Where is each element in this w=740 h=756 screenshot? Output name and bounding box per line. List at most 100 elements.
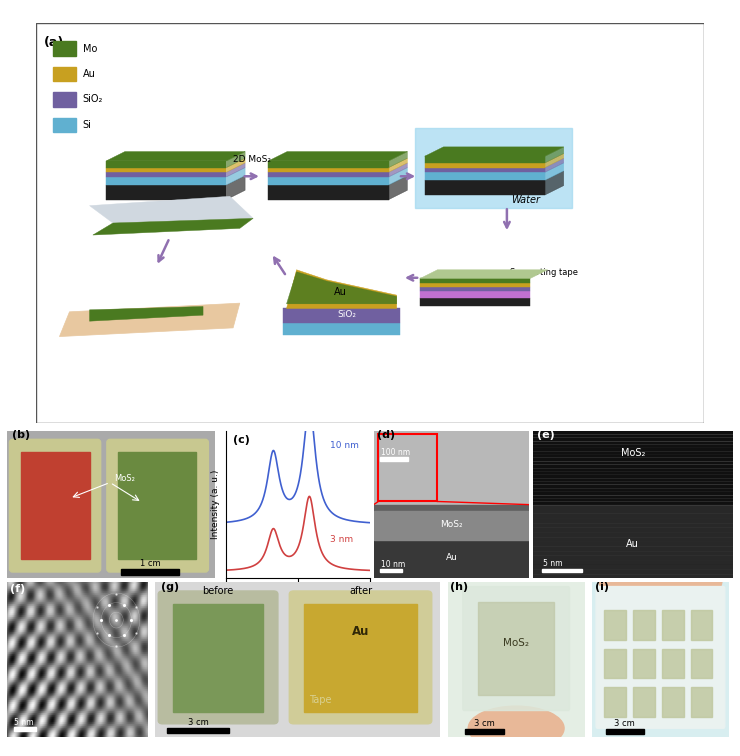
- Bar: [420, 284, 531, 287]
- Text: SiO₂: SiO₂: [83, 94, 103, 104]
- Text: 10 nm: 10 nm: [329, 442, 358, 451]
- Polygon shape: [545, 171, 564, 195]
- Text: 10 nm: 10 nm: [380, 559, 405, 569]
- Text: 3 cm: 3 cm: [474, 719, 495, 727]
- Bar: [425, 168, 545, 172]
- Bar: [542, 569, 582, 572]
- Bar: [690, 649, 713, 678]
- Polygon shape: [226, 151, 245, 168]
- Polygon shape: [545, 153, 564, 168]
- Text: Au: Au: [334, 287, 346, 297]
- Bar: [374, 511, 529, 541]
- Polygon shape: [420, 270, 548, 278]
- Text: 5 nm: 5 nm: [15, 717, 34, 727]
- Text: Au: Au: [352, 625, 369, 638]
- Bar: [605, 610, 626, 640]
- Bar: [53, 117, 76, 132]
- Bar: [425, 156, 545, 163]
- Bar: [283, 324, 400, 335]
- Bar: [304, 604, 417, 711]
- Bar: [107, 185, 226, 200]
- Text: Au: Au: [626, 539, 639, 549]
- Bar: [380, 569, 402, 572]
- Bar: [420, 291, 531, 298]
- Text: after: after: [349, 587, 372, 596]
- Text: 2D MoS₂: 2D MoS₂: [233, 154, 271, 163]
- Bar: [633, 610, 655, 640]
- Text: (f): (f): [10, 584, 25, 594]
- Text: 5 nm: 5 nm: [543, 559, 562, 568]
- Polygon shape: [107, 151, 245, 161]
- Text: before: before: [203, 587, 234, 596]
- Text: MoS₂: MoS₂: [114, 475, 135, 484]
- Text: Mo: Mo: [83, 44, 97, 54]
- Polygon shape: [388, 163, 408, 177]
- Ellipse shape: [468, 706, 564, 751]
- FancyBboxPatch shape: [596, 587, 724, 728]
- Polygon shape: [425, 147, 564, 156]
- Bar: [107, 161, 226, 168]
- Text: 3 nm: 3 nm: [329, 535, 353, 544]
- Text: SiO₂: SiO₂: [337, 310, 356, 319]
- Text: (d): (d): [377, 430, 395, 440]
- Polygon shape: [226, 168, 245, 185]
- Bar: [690, 687, 713, 717]
- Text: (g): (g): [161, 582, 179, 592]
- Polygon shape: [388, 168, 408, 185]
- Text: (c): (c): [233, 435, 250, 445]
- Bar: [425, 172, 545, 180]
- Text: 1 cm: 1 cm: [140, 559, 161, 568]
- Polygon shape: [269, 151, 408, 161]
- Bar: [374, 431, 529, 505]
- Bar: [378, 434, 437, 501]
- Polygon shape: [226, 175, 245, 200]
- Bar: [662, 649, 684, 678]
- Polygon shape: [90, 197, 253, 223]
- Y-axis label: Intensity (a. u.): Intensity (a. u.): [211, 470, 220, 539]
- Polygon shape: [388, 158, 408, 172]
- Bar: [420, 298, 531, 306]
- Polygon shape: [545, 158, 564, 172]
- Bar: [107, 177, 226, 185]
- Bar: [425, 180, 545, 195]
- Bar: [425, 163, 545, 168]
- Bar: [374, 541, 529, 578]
- Text: Si: Si: [83, 120, 92, 130]
- Text: (a): (a): [44, 36, 64, 49]
- Text: (b): (b): [12, 430, 30, 440]
- Text: Au: Au: [445, 553, 457, 562]
- Bar: [21, 452, 90, 559]
- FancyBboxPatch shape: [158, 591, 278, 723]
- Bar: [633, 649, 655, 678]
- Text: 3 cm: 3 cm: [614, 719, 635, 727]
- X-axis label: Wavenumber (cm⁻¹): Wavenumber (cm⁻¹): [252, 603, 344, 612]
- Text: MoS₂: MoS₂: [503, 638, 529, 649]
- Text: (h): (h): [451, 582, 468, 592]
- Bar: [107, 168, 226, 172]
- Bar: [414, 129, 572, 209]
- Text: Water: Water: [511, 195, 540, 205]
- Polygon shape: [286, 271, 397, 304]
- Bar: [374, 505, 529, 578]
- Text: Au: Au: [83, 69, 95, 79]
- Polygon shape: [59, 303, 240, 336]
- Bar: [166, 728, 229, 733]
- Bar: [633, 687, 655, 717]
- Polygon shape: [545, 147, 564, 163]
- Bar: [662, 687, 684, 717]
- Bar: [53, 42, 76, 56]
- Bar: [173, 604, 263, 711]
- Bar: [283, 308, 400, 324]
- Bar: [662, 610, 684, 640]
- Bar: [53, 67, 76, 82]
- Bar: [420, 287, 531, 291]
- Text: Tape: Tape: [309, 695, 332, 705]
- Polygon shape: [92, 218, 253, 235]
- Bar: [269, 177, 388, 185]
- Bar: [121, 569, 179, 575]
- Polygon shape: [226, 163, 245, 177]
- Text: 100 nm: 100 nm: [380, 448, 410, 457]
- Polygon shape: [388, 151, 408, 168]
- Bar: [465, 729, 504, 734]
- Bar: [690, 610, 713, 640]
